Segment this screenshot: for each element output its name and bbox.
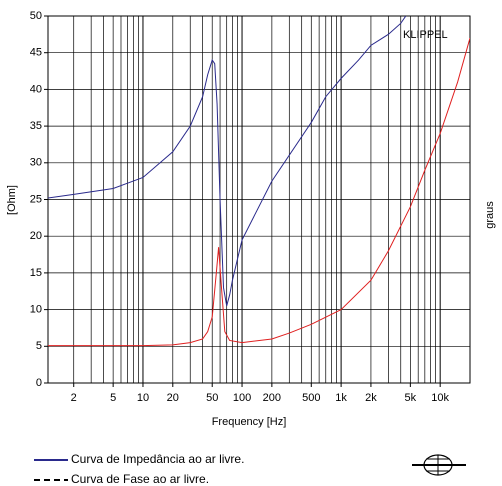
x-tick-label: 5k: [405, 392, 417, 404]
y-tick-label: 50: [30, 10, 42, 22]
y2-axis-label: graus: [484, 201, 496, 229]
x-tick-label: 10: [137, 392, 149, 404]
x-tick-label: 1k: [335, 392, 347, 404]
series-line: [48, 37, 470, 347]
x-tick-label: 500: [302, 392, 320, 404]
x-tick-label: 2k: [365, 392, 377, 404]
annotation: KLIPPEL: [403, 29, 448, 41]
y-tick-label: 20: [30, 230, 42, 242]
y-tick-label: 15: [30, 267, 42, 279]
lines: [48, 16, 470, 347]
logo: [412, 454, 466, 476]
x-tick-label: 200: [263, 392, 281, 404]
x-tick-label: 50: [206, 392, 218, 404]
x-axis-label: Frequency [Hz]: [212, 416, 287, 428]
y-tick-label: 0: [36, 377, 42, 389]
y-tick-label: 35: [30, 120, 42, 132]
legend-label: Curva de Fase ao ar livre.: [71, 472, 209, 486]
y-axis-label: [Ohm]: [6, 185, 18, 215]
y-tick-label: 10: [30, 304, 42, 316]
x-tick-label: 2: [71, 392, 77, 404]
y-tick-label: 45: [30, 47, 42, 59]
x-tick-label: 10k: [431, 392, 449, 404]
x-tick-label: 100: [233, 392, 251, 404]
y-tick-label: 25: [30, 193, 42, 205]
y-tick-label: 40: [30, 83, 42, 95]
y-tick-label: 5: [36, 340, 42, 352]
series-line: [48, 16, 407, 307]
y-tick-label: 30: [30, 157, 42, 169]
x-tick-label: 5: [110, 392, 116, 404]
legend-label: Curva de Impedância ao ar livre.: [71, 452, 244, 466]
x-tick-label: 20: [167, 392, 179, 404]
